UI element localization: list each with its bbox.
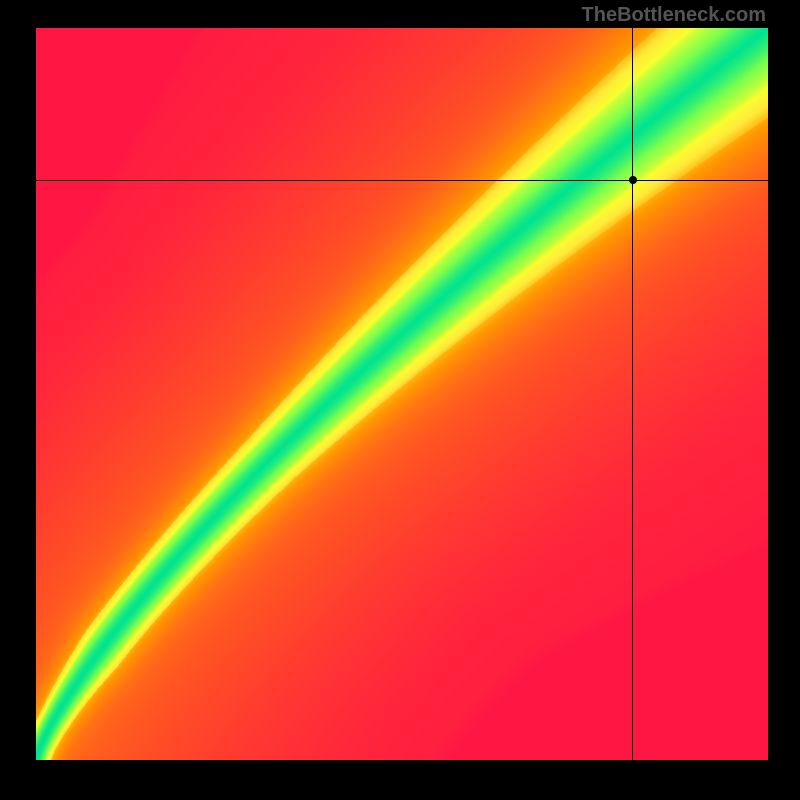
watermark-text: TheBottleneck.com [582, 4, 766, 27]
crosshair-horizontal [36, 180, 768, 181]
bottleneck-heatmap [36, 28, 768, 760]
crosshair-marker [629, 176, 637, 184]
crosshair-vertical [632, 28, 633, 760]
chart-wrapper: { "watermark": { "text": "TheBottleneck.… [0, 0, 800, 800]
